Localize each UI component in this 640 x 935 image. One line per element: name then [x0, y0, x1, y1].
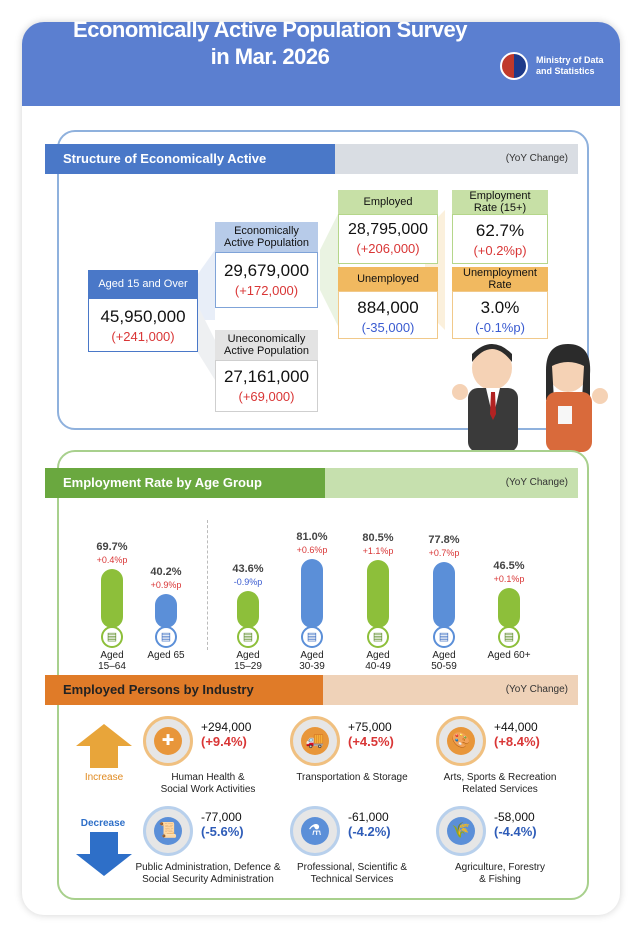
industry-glyph: 🌾 — [447, 817, 475, 845]
inactive-header: Uneconomically Active Population — [215, 330, 318, 360]
structure-yoy-label: (YoY Change) — [335, 144, 578, 174]
inactive-change: (+69,000) — [238, 389, 295, 404]
age-yoy-label: (YoY Change) — [325, 468, 578, 498]
increase-arrow-icon — [76, 724, 132, 768]
ministry-logo-icon — [500, 52, 528, 80]
industry-change-percent: (-4.2%) — [348, 824, 391, 839]
ministry-name: Ministry of Data and Statistics — [536, 55, 604, 76]
employment-rate-change: (+0.2%p) — [473, 243, 527, 258]
industry-change-count: +44,000 — [494, 720, 538, 734]
increase-label: Increase — [84, 772, 124, 783]
employed-change: (+206,000) — [356, 241, 420, 256]
industry-name: Arts, Sports & Recreation Related Service… — [443, 772, 557, 795]
industry-change-percent: (+4.5%) — [348, 734, 394, 749]
wheat-icon: 🌾 — [436, 806, 486, 856]
industry-glyph: 🎨 — [447, 727, 475, 755]
industry-change-percent: (-4.4%) — [494, 824, 537, 839]
truck-icon: 🚚 — [290, 716, 340, 766]
medical-kit-icon: ✚ — [143, 716, 193, 766]
industry-change-percent: (+9.4%) — [201, 734, 247, 749]
age-section-bar: Employment Rate by Age Group (YoY Change… — [45, 468, 578, 498]
employment-rate-header: Employment Rate (15+) — [452, 190, 548, 214]
unemployment-rate-change: (-0.1%p) — [475, 320, 525, 335]
industry-name: Professional, Scientific & Technical Serv… — [296, 862, 408, 885]
active-value: 29,679,000 — [223, 261, 310, 280]
inactive-box: 27,161,000 (+69,000) — [215, 360, 318, 412]
active-change: (+172,000) — [234, 283, 299, 298]
unemployed-header: Unemployed — [338, 267, 438, 291]
industry-glyph: 🚚 — [301, 727, 329, 755]
industry-yoy-label: (YoY Change) — [323, 675, 578, 705]
unemployed-value: 884,000 — [357, 298, 419, 317]
industry-change-count: +294,000 — [201, 720, 252, 734]
active-header: Economically Active Population — [215, 222, 318, 252]
unemployment-rate-box: 3.0% (-0.1%p) — [452, 291, 548, 339]
aged15-box: 45,950,000 (+241,000) — [88, 298, 198, 352]
industry-name: Agriculture, Forestry & Fishing — [454, 862, 546, 885]
employment-rate-value: 62.7% — [475, 221, 525, 240]
decrease-label: Decrease — [80, 818, 126, 829]
palette-icon: 🎨 — [436, 716, 486, 766]
decrease-arrow-icon — [76, 832, 132, 876]
industry-name: Human Health & Social Work Activities — [160, 772, 256, 795]
industry-name: Transportation & Storage — [296, 772, 408, 783]
industry-glyph: ⚗ — [301, 817, 329, 845]
age-section-title: Employment Rate by Age Group — [45, 468, 325, 498]
structure-section-title: Structure of Economically Active Populat… — [45, 144, 335, 196]
lab-flask-icon: ⚗ — [290, 806, 340, 856]
industry-name: Public Administration, Defence & Social S… — [135, 862, 281, 885]
active-box: 29,679,000 (+172,000) — [215, 252, 318, 308]
industry-section-title: Employed Persons by Industry — [45, 675, 323, 705]
age-divider — [207, 520, 208, 650]
industry-change-count: -77,000 — [201, 810, 242, 824]
industry-glyph: 📜 — [154, 817, 182, 845]
aged15-value: 45,950,000 — [100, 307, 186, 326]
unemployed-change: (-35,000) — [361, 320, 415, 335]
industry-glyph: ✚ — [154, 727, 182, 755]
industry-change-count: +75,000 — [348, 720, 392, 734]
unemployment-rate-value: 3.0% — [480, 298, 520, 317]
unemployed-box: 884,000 (-35,000) — [338, 291, 438, 339]
aged15-header: Aged 15 and Over — [88, 270, 198, 298]
employed-box: 28,795,000 (+206,000) — [338, 214, 438, 264]
industry-change-count: -58,000 — [494, 810, 535, 824]
structure-panel — [57, 130, 589, 430]
unemployment-rate-header: Unemployment Rate — [452, 267, 548, 291]
thumbs-up-people-illustration — [452, 344, 608, 452]
aged15-change: (+241,000) — [111, 329, 175, 344]
industry-change-percent: (-5.6%) — [201, 824, 244, 839]
employed-header: Employed — [338, 190, 438, 214]
industry-change-count: -61,000 — [348, 810, 389, 824]
page-title: Economically Active Population Survey in… — [73, 17, 467, 69]
structure-section-bar: Structure of Economically Active Populat… — [45, 144, 578, 196]
employment-rate-box: 62.7% (+0.2%p) — [452, 214, 548, 264]
inactive-value: 27,161,000 — [223, 367, 310, 386]
document-scroll-icon: 📜 — [143, 806, 193, 856]
industry-change-percent: (+8.4%) — [494, 734, 540, 749]
industry-section-bar: Employed Persons by Industry (YoY Change… — [45, 675, 578, 705]
employed-value: 28,795,000 — [347, 221, 429, 238]
